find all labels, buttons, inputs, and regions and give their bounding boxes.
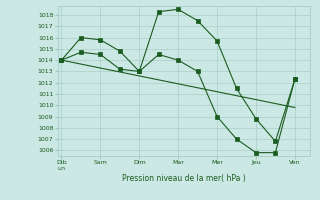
X-axis label: Pression niveau de la mer( hPa ): Pression niveau de la mer( hPa )	[122, 174, 246, 183]
